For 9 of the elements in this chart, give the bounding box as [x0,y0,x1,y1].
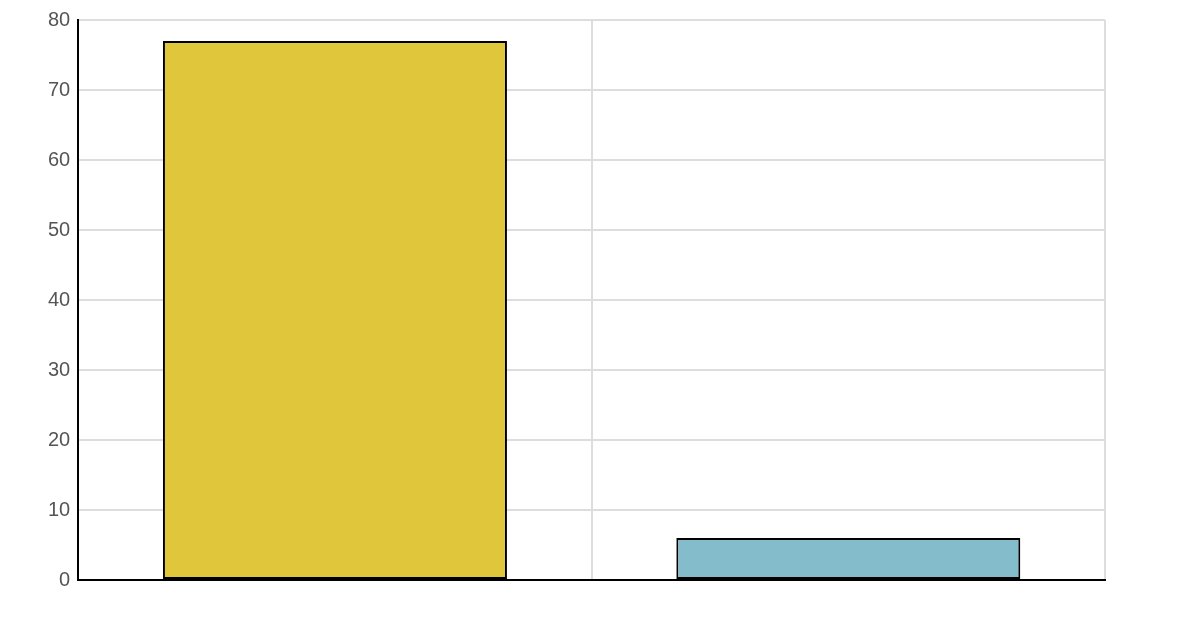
y-tick-label: 10 [48,497,71,520]
y-tick-label: 30 [48,357,71,380]
y-tick-label: 20 [48,427,71,450]
y-tick-label: 70 [48,77,71,100]
y-tick-label: 0 [59,567,71,590]
y-tick-label: 50 [48,217,71,240]
y-tick-label: 60 [48,147,71,170]
y-tick-label: 80 [48,7,71,30]
y-tick-label: 40 [48,287,71,310]
